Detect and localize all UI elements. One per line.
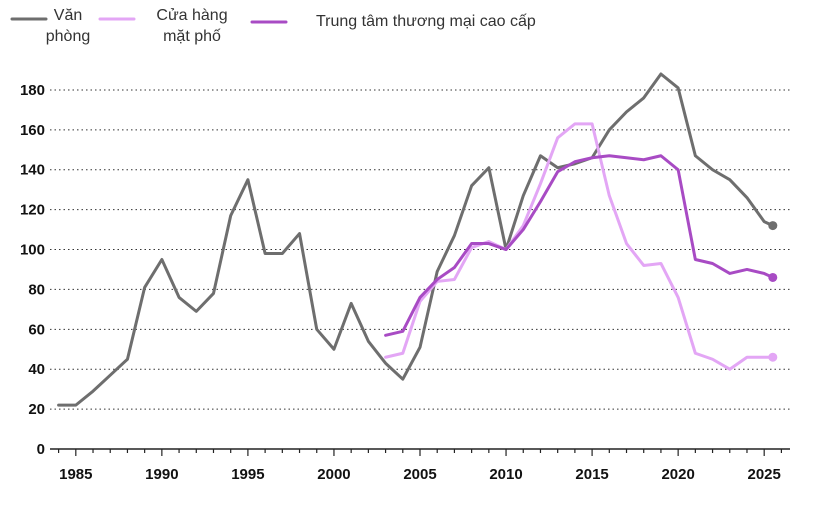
chart-legend: Văn phòng Cửa hàng mặt phố Trung tâm thương … [10, 7, 536, 45]
series-end-marker-1 [768, 221, 778, 231]
series-end-marker-3 [768, 272, 778, 282]
y-tick-label-40: 40 [28, 361, 45, 378]
series-line-1 [57, 72, 775, 407]
series-layer [57, 72, 778, 407]
y-tick-label-0: 0 [37, 441, 45, 458]
x-tick-label-2010: 2010 [489, 466, 522, 483]
y-tick-label-140: 140 [20, 162, 45, 179]
y-tick-label-100: 100 [20, 242, 45, 259]
x-tick-label-1995: 1995 [231, 466, 264, 483]
y-tick-label-20: 20 [28, 401, 45, 418]
legend-label-1-line-1: Văn [54, 7, 82, 24]
x-tick-label-1990: 1990 [145, 466, 178, 483]
legend-label-1-line-2: phòng [46, 28, 91, 45]
series-line-3 [384, 154, 775, 337]
x-tick-label-2000: 2000 [317, 466, 350, 483]
x-tick-label-2015: 2015 [575, 466, 608, 483]
y-tick-label-80: 80 [28, 281, 45, 298]
y-tick-label-120: 120 [20, 202, 45, 219]
grid-lines [50, 89, 790, 410]
y-tick-label-60: 60 [28, 321, 45, 338]
x-axis: 1985 1990 1995 2000 2005 2010 2015 2020 2025 [50, 448, 790, 483]
x-tick-label-2005: 2005 [403, 466, 436, 483]
legend-label-2-line-2: mặt phố [163, 28, 221, 45]
y-axis-ticks: 0 20 40 60 80 100 120 140 160 180 [20, 82, 45, 458]
legend-label-3-line-1: Trung tâm thương mại cao cấp [316, 13, 536, 30]
x-tick-label-2025: 2025 [747, 466, 780, 483]
y-tick-label-180: 180 [20, 82, 45, 99]
legend-label-2-line-1: Cửa hàng [156, 7, 227, 24]
y-tick-label-160: 160 [20, 122, 45, 139]
x-tick-label-2020: 2020 [661, 466, 694, 483]
x-tick-label-1985: 1985 [59, 466, 92, 483]
series-line-2 [384, 122, 775, 371]
series-end-marker-2 [768, 352, 778, 362]
